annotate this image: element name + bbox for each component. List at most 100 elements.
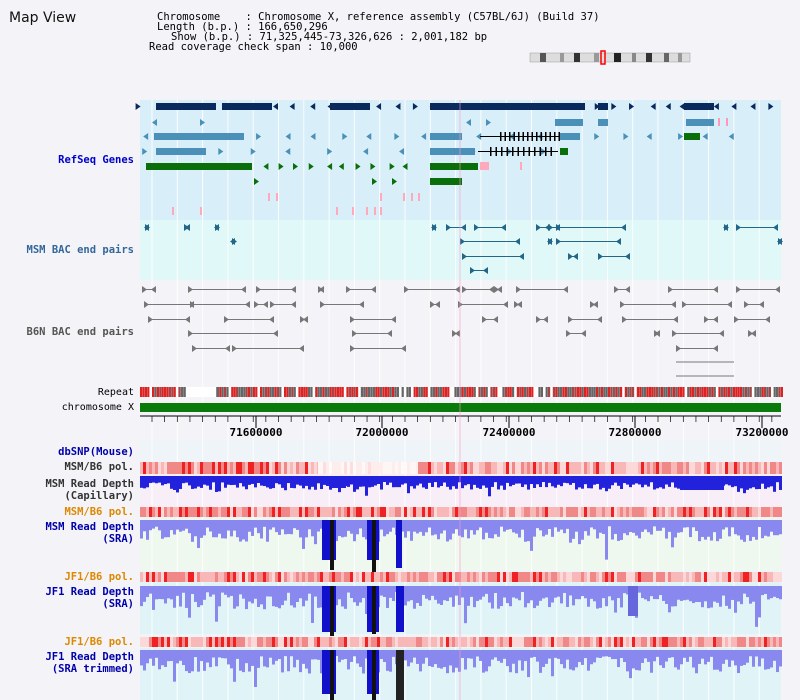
bac-end (435, 301, 440, 308)
depth-bar (362, 520, 365, 538)
depth-bar (653, 520, 656, 527)
b6n-bac-end-pairs-track[interactable] (142, 286, 780, 377)
polymorphism-cell (404, 507, 407, 517)
msm-read-depth-sra-plot[interactable] (140, 520, 782, 572)
depth-bar (689, 586, 692, 602)
polymorphism-cell (173, 637, 176, 647)
polymorphism-cell (740, 507, 743, 517)
polymorphism-cell (590, 462, 593, 474)
depth-bar (347, 520, 350, 531)
gene-arrow (190, 103, 196, 110)
msm-bac-label[interactable]: MSM BAC end pairs (26, 244, 134, 256)
msm-bac-end-pairs-track[interactable] (144, 224, 783, 274)
polymorphism-cell (215, 462, 218, 474)
gene-arrow (218, 148, 224, 155)
polymorphism-cell (305, 637, 308, 647)
repeat-segment (641, 387, 644, 397)
polymorphism-cell (179, 462, 182, 474)
polymorphism-cell (296, 572, 299, 582)
depth-bar (206, 520, 209, 528)
polymorphism-cell (653, 572, 656, 582)
depth-bar (224, 586, 227, 595)
polymorphism-cell (704, 507, 707, 517)
polymorphism-cell (362, 572, 365, 582)
jf1-b6-pol-strip-2[interactable] (140, 637, 782, 647)
bac-end (151, 286, 156, 293)
depth-bar (476, 650, 479, 657)
depth-bar (608, 586, 611, 597)
polymorphism-cell (410, 572, 413, 582)
repeat-segment (399, 387, 402, 397)
depth-bar (203, 586, 206, 600)
bac-end (391, 316, 396, 323)
depth-bar (140, 650, 143, 666)
chromosome-label: Chromosome (157, 11, 221, 23)
depth-bar (665, 586, 668, 604)
polymorphism-cell (341, 637, 344, 647)
depth-bar (512, 650, 515, 664)
depth-bar (692, 650, 695, 668)
depth-bar (401, 476, 404, 485)
b6n-bac-label[interactable]: B6N BAC end pairs (26, 326, 134, 338)
bac-end (482, 316, 487, 323)
jf1-read-depth-trimmed-plot[interactable] (140, 650, 782, 700)
polymorphism-cell (197, 637, 200, 647)
polymorphism-cell (752, 637, 755, 647)
polymorphism-cell (539, 462, 542, 474)
polymorphism-cell (257, 462, 260, 474)
polymorphism-cell (587, 462, 590, 474)
dbsnp-label[interactable]: dbSNP(Mouse) (58, 446, 134, 458)
bac-end (446, 224, 451, 231)
ideogram-band (664, 53, 669, 62)
depth-bar (221, 650, 224, 659)
ideogram-band (678, 53, 682, 62)
depth-bar (392, 650, 395, 657)
repeat-segment (408, 387, 411, 397)
repeat-segment (380, 387, 383, 397)
axis-tick-label: 72400000 (483, 426, 536, 439)
jf1-read-depth-sra-plot[interactable] (140, 586, 782, 636)
polymorphism-cell (233, 507, 236, 517)
depth-bar (467, 650, 470, 659)
gene-arrow (363, 148, 369, 155)
depth-bar (389, 650, 392, 672)
repeat-segment (711, 387, 714, 397)
bac-end (671, 301, 676, 308)
show-value: : 71,325,445-73,326,626 : 2,001,182 bp (246, 31, 488, 43)
depth-bar (779, 520, 782, 535)
depth-bar (578, 650, 581, 663)
gene-arrow (476, 133, 482, 140)
repeat-label: Repeat (97, 387, 134, 398)
polymorphism-cell (548, 637, 551, 647)
depth-bar (698, 650, 701, 664)
depth-bar (602, 586, 605, 599)
depth-bar (659, 586, 662, 596)
depth-bar (518, 476, 521, 484)
msm-b6-pol-capillary-strip[interactable] (140, 462, 782, 474)
gene-marker (336, 207, 338, 215)
polymorphism-cell (431, 462, 434, 474)
jf1-b6-pol-strip-1[interactable] (140, 572, 782, 582)
refseq-genes-label[interactable]: RefSeq Genes (58, 154, 134, 166)
chromosome-ideogram[interactable] (529, 50, 691, 65)
bac-end (188, 330, 193, 337)
exon-tick (500, 132, 502, 141)
depth-bar (470, 586, 473, 597)
repeat-track[interactable] (140, 387, 783, 397)
polymorphism-cell (641, 507, 644, 517)
msm-read-depth-capillary-plot[interactable] (140, 476, 782, 497)
gene-arrow (175, 133, 181, 140)
polymorphism-cell (194, 572, 197, 582)
depth-bar (590, 520, 593, 528)
refseq-genes-track[interactable] (135, 103, 774, 215)
depth-bar (731, 650, 734, 661)
depth-bar (491, 586, 494, 609)
msm-b6-pol-sra-strip[interactable] (140, 507, 782, 517)
repeat-segment (303, 387, 306, 397)
polymorphism-cell (590, 637, 593, 647)
bac-end (269, 316, 274, 323)
polymorphism-cell (662, 462, 665, 474)
polymorphism-cell (278, 507, 281, 517)
repeat-segment (226, 387, 229, 397)
depth-bar (449, 586, 452, 598)
